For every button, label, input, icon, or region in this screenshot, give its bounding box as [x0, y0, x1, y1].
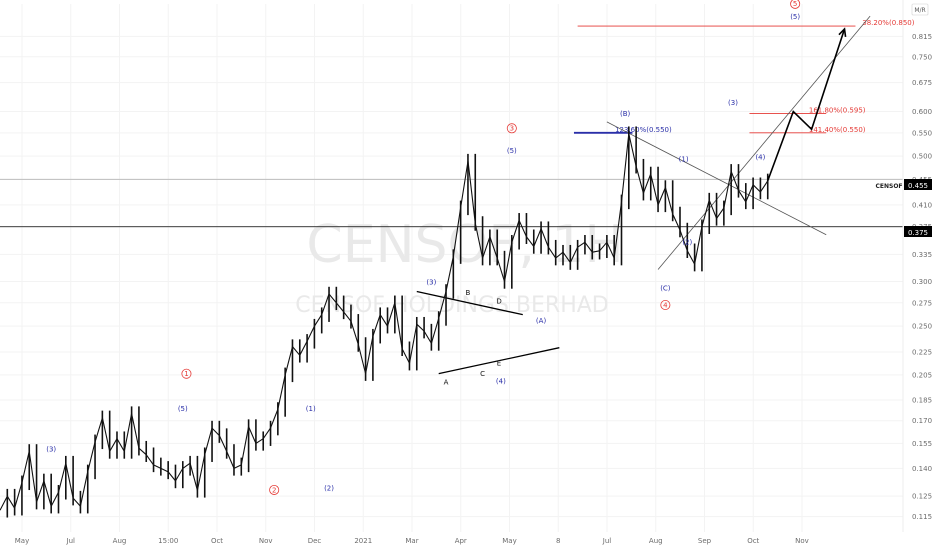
price-axis[interactable]: 0.8150.7500.6750.6000.5500.5000.4550.410… [912, 33, 932, 521]
price-tick-label: 0.410 [912, 201, 932, 209]
trendline [416, 290, 523, 316]
trendline [438, 347, 560, 375]
time-tick-label: Aug [113, 537, 127, 545]
price-line [0, 133, 769, 511]
time-tick-label: May [15, 537, 29, 545]
wave-label: 4 [663, 301, 668, 309]
wave-label: 1 [184, 370, 188, 378]
wave-label: (3) [46, 445, 56, 453]
wave-label: B [466, 289, 471, 297]
level-price-badge: 0.375 [904, 226, 932, 237]
time-tick-label: Aug [649, 537, 663, 545]
wave-label: (5) [178, 405, 188, 413]
price-tick-label: 0.275 [912, 299, 932, 307]
wave-label: 3 [510, 125, 514, 133]
fib-level-label: 161.80%(0.595) [809, 107, 866, 115]
time-tick-label: Oct [211, 537, 223, 545]
price-tick-label: 0.185 [912, 397, 932, 405]
time-tick-label: Jul [66, 537, 76, 545]
trendline [606, 121, 827, 236]
wave-label: (2) [324, 484, 334, 492]
wave-label-circle [269, 484, 280, 495]
time-axis[interactable]: May Jul Aug 15:00 Oct Nov Dec 2021 Mar Apr May 8 Jul… [15, 537, 809, 545]
wave-label: 5 [793, 0, 797, 8]
symbol-badge-value: 0.455 [908, 182, 928, 190]
wave-label: (B) [620, 110, 631, 118]
projected-wave-path [766, 28, 846, 182]
price-tick-label: 0.155 [912, 440, 932, 448]
wave-label: (1) [306, 405, 316, 413]
time-tick-label: Nov [259, 537, 273, 545]
wave-label: (C) [660, 285, 671, 293]
wave-labels: (3) 1 (5) 2 (1) (2) (3) A B C D E (4) 3 (5) (A) (B) (C) 4 (… [46, 0, 800, 495]
price-tick-label: 0.550 [912, 129, 932, 137]
wave-label: (4) [755, 154, 765, 162]
price-tick-label: 0.815 [912, 33, 932, 41]
wave-label-circle [181, 368, 192, 379]
level-badge-value: 0.375 [908, 229, 928, 237]
wave-label-circle [790, 0, 801, 9]
time-tick-label: Oct [747, 537, 759, 545]
price-tick-label: 0.600 [912, 108, 932, 116]
price-tick-label: 0.115 [912, 513, 932, 521]
symbol-badge-label: CENSOF [875, 183, 902, 190]
wave-label: E [497, 359, 501, 367]
time-tick-label: Mar [405, 537, 418, 545]
wave-label: 2 [272, 486, 276, 494]
time-tick-label: May [502, 537, 516, 545]
fibonacci-levels: 38.20%(0.850) 161.80%(0.595) 141.40%(0.550… [573, 19, 915, 134]
time-tick-label: Sep [698, 537, 712, 545]
wave-label: (5) [790, 13, 800, 21]
wave-label: (3) [728, 99, 738, 107]
wave-label: (4) [496, 377, 506, 385]
price-tick-label: 0.675 [912, 79, 932, 87]
price-tick-label: 0.225 [912, 349, 932, 357]
price-tick-label: 0.205 [912, 371, 932, 379]
wave-label: (5) [507, 147, 517, 155]
price-tick-label: 0.335 [912, 251, 932, 259]
scale-mode-button[interactable]: M/R [911, 3, 929, 16]
wave-label: (2) [682, 238, 692, 246]
wave-label: (1) [679, 156, 689, 164]
wave-label-circle [660, 299, 671, 310]
time-tick-label: 8 [556, 537, 560, 545]
price-tick-label: 0.250 [912, 323, 932, 331]
fib-level-label: 38.20%(0.850) [862, 19, 914, 27]
wave-label: C [480, 370, 485, 378]
price-tick-label: 0.500 [912, 153, 932, 161]
price-tick-label: 0.170 [912, 417, 932, 425]
price-tick-label: 0.300 [912, 278, 932, 286]
wave-label: (3) [426, 279, 436, 287]
time-tick-label: 15:00 [158, 537, 178, 545]
watermark-company: CENSOF HOLDINGS BERHAD [295, 293, 608, 318]
wave-label: (A) [536, 317, 547, 325]
price-tick-label: 0.140 [912, 465, 932, 473]
plot-grid [0, 4, 903, 532]
time-tick-label: Dec [308, 537, 322, 545]
time-tick-label: Jul [602, 537, 612, 545]
watermark-symbol: CENSOF, 1H [306, 215, 623, 275]
fib-level-label: 123.60%(0.550) [615, 126, 672, 134]
watermark: CENSOF, 1H CENSOF HOLDINGS BERHAD [295, 215, 623, 318]
scale-mode-label: M/R [914, 7, 925, 14]
price-tick-label: 0.125 [912, 493, 932, 501]
projection-arrowhead [838, 27, 847, 37]
projection-path [766, 27, 847, 182]
time-tick-label: Nov [795, 537, 809, 545]
time-tick-label: 2021 [354, 537, 372, 545]
price-series [0, 126, 769, 518]
wave-label: A [444, 379, 449, 387]
symbol-price-badge: CENSOF 0.455 [875, 179, 932, 190]
fib-level-label: 141.40%(0.550) [809, 126, 866, 134]
wave-label: D [496, 298, 501, 306]
trendline [657, 15, 871, 270]
time-tick-label: Apr [455, 537, 467, 545]
price-tick-label: 0.750 [912, 53, 932, 61]
wave-label-circle [506, 123, 517, 134]
